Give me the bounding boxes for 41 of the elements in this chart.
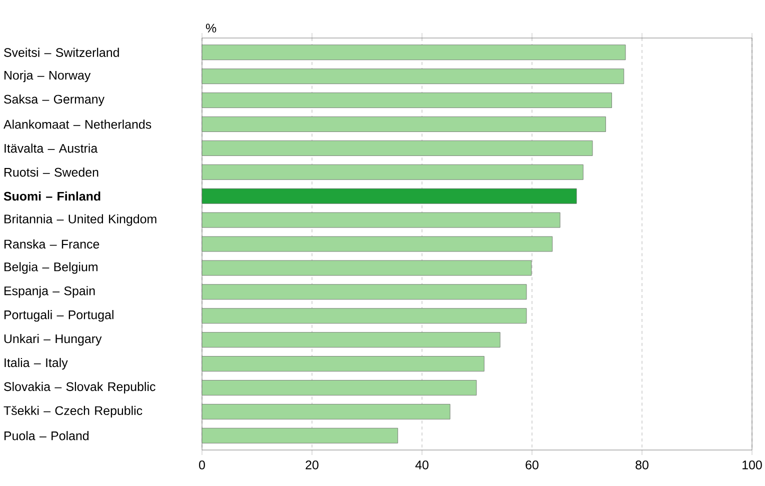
bar (202, 164, 584, 180)
bar (202, 44, 626, 60)
bar (202, 428, 398, 444)
bar (202, 308, 527, 324)
y-tick-label: Portugali – Portugal (4, 310, 114, 322)
bar (202, 140, 593, 156)
x-tick-label: 20 (306, 460, 318, 470)
y-tick-label: Itävalta – Austria (4, 144, 98, 153)
y-tick-label: Suomi – Finland (4, 192, 100, 201)
y-tick-label: Puola – Poland (4, 431, 89, 440)
x-axis-title: % (206, 24, 216, 32)
bar (202, 212, 560, 228)
y-tick-label: Britannia – United Kingdom (4, 214, 156, 226)
bar (202, 188, 577, 204)
x-tick-label: 100 (742, 460, 762, 470)
bar (202, 284, 527, 300)
y-tick-label: Espanja – Spain (4, 286, 95, 298)
bar (202, 356, 484, 372)
y-tick-label: Sveitsi – Switzerland (4, 48, 119, 57)
x-tick-label: 60 (526, 460, 538, 470)
x-tick-label: 80 (636, 460, 648, 470)
bar (202, 380, 477, 396)
y-tick-label: Unkari – Hungary (4, 334, 102, 346)
y-tick-label: Slovakia – Slovak Republic (4, 382, 156, 394)
bar (202, 68, 624, 84)
y-tick-label: Ruotsi – Sweden (4, 168, 98, 177)
bar (202, 236, 553, 252)
y-tick-label: Italia – Italy (4, 358, 68, 370)
y-tick-label: Ranska – France (4, 239, 100, 249)
y-tick-label: Saksa – Germany (4, 94, 104, 106)
bar (202, 332, 500, 348)
bar (202, 92, 612, 108)
y-tick-label: Tšekki – Czech Republic (4, 406, 142, 418)
bar (202, 116, 606, 132)
y-tick-label: Alankomaat – Netherlands (4, 120, 152, 129)
x-tick-label: 0 (199, 460, 205, 470)
y-tick-label: Belgia – Belgium (4, 262, 98, 274)
x-tick-label: 40 (415, 460, 428, 470)
bar (202, 260, 532, 276)
y-tick-label: Norja – Norway (4, 70, 91, 82)
bar (202, 404, 450, 420)
